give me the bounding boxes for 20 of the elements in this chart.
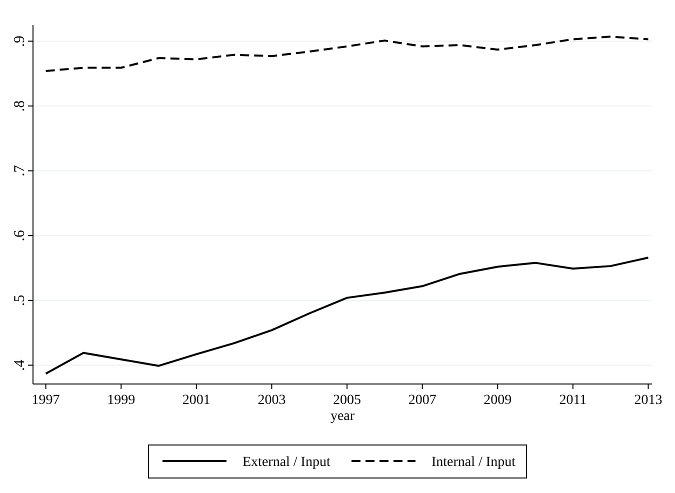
- x-tick-label: 1999: [107, 393, 136, 408]
- y-tick-label: .8: [12, 100, 28, 112]
- x-axis-title: year: [330, 409, 355, 424]
- y-tick-label: .7: [12, 164, 28, 176]
- y-tick-label: .5: [12, 294, 28, 306]
- y-tick-label: .9: [12, 36, 28, 47]
- legend-label: External / Input: [242, 455, 330, 470]
- x-tick-label: 1997: [32, 393, 60, 408]
- line-series: [44, 36, 650, 72]
- line-series: [44, 256, 650, 375]
- y-tick-label: .4: [12, 359, 28, 371]
- x-tick-label: 2003: [258, 393, 286, 408]
- x-tick-label: 2009: [484, 393, 512, 408]
- x-tick-label: 2001: [182, 393, 210, 408]
- x-tick-label: 2007: [408, 393, 436, 408]
- legend-label: Internal / Input: [432, 455, 516, 470]
- x-tick-label: 2005: [333, 393, 362, 408]
- y-tick-label: .6: [12, 229, 28, 242]
- x-tick-label: 2011: [559, 393, 587, 408]
- x-tick-label: 2013: [634, 393, 662, 408]
